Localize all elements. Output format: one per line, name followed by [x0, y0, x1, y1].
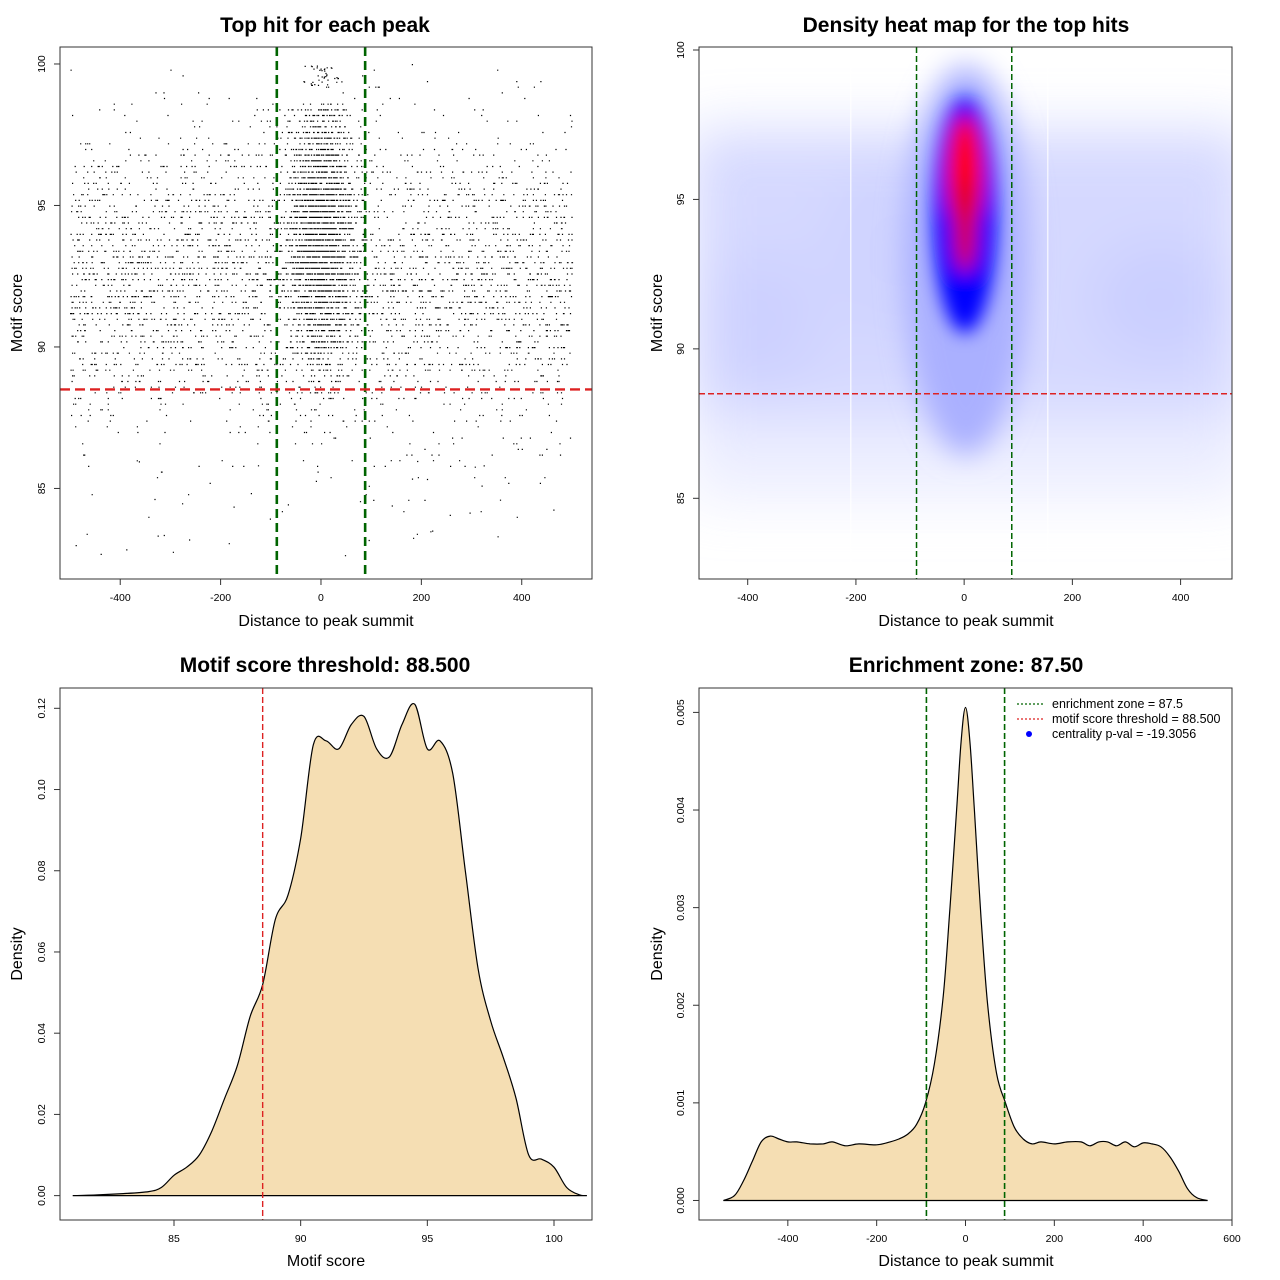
x-tick-label: 0	[318, 592, 324, 604]
x-tick-label: 100	[545, 1233, 563, 1245]
x-tick-label: 95	[421, 1233, 433, 1245]
y-tick-label: 0.005	[675, 699, 687, 725]
y-tick-label: 95	[36, 199, 48, 211]
y-tick-label: 90	[36, 341, 48, 353]
y-tick-label: 0.04	[36, 1023, 48, 1044]
heatmap-ylabel: Motif score	[649, 274, 666, 352]
x-tick-label: -400	[110, 592, 131, 604]
y-tick-label: 0.000	[675, 1187, 687, 1213]
distance-density-title: Enrichment zone: 87.50	[849, 654, 1084, 677]
scatter-xlabel: Distance to peak summit	[238, 613, 414, 630]
distance-density-xlabel: Distance to peak summit	[878, 1253, 1054, 1270]
y-tick-label: 0.02	[36, 1104, 48, 1125]
y-tick-label: 100	[675, 41, 687, 59]
y-tick-label: 0.001	[675, 1090, 687, 1116]
y-tick-label: 0.003	[675, 894, 687, 920]
heatmap-plot-box	[698, 46, 1233, 580]
x-tick-label: 400	[1172, 592, 1190, 604]
legend: enrichment zone = 87.5 motif score thres…	[1017, 697, 1221, 741]
distance-density-ylabel: Density	[649, 927, 666, 980]
x-tick-label: 200	[413, 592, 431, 604]
scatter-plot-box	[59, 46, 593, 580]
y-tick-label: 85	[36, 482, 48, 494]
heatmap-field	[699, 47, 1232, 579]
legend-swatch-pval	[1026, 731, 1032, 737]
y-tick-label: 100	[36, 55, 48, 73]
legend-label-threshold: motif score threshold = 88.500	[1052, 712, 1221, 726]
y-tick-label: 0.10	[36, 779, 48, 800]
scatter-ylabel: Motif score	[9, 274, 26, 352]
y-tick-label: 0.12	[36, 698, 48, 719]
x-tick-label: 0	[961, 592, 967, 604]
x-tick-label: 600	[1223, 1233, 1241, 1245]
distance-density-area	[723, 706, 1208, 1202]
y-tick-label: 95	[675, 193, 687, 205]
x-tick-label: -200	[866, 1233, 887, 1245]
y-tick-label: 0.06	[36, 942, 48, 963]
y-tick-label: 0.00	[36, 1185, 48, 1206]
x-tick-label: 400	[513, 592, 531, 604]
scatter-points	[70, 64, 574, 557]
x-tick-label: 0	[963, 1233, 969, 1245]
panel-score-density: Motif score threshold: 88.500 85 90 95 100 …	[9, 654, 593, 1270]
x-tick-label: 200	[1064, 592, 1082, 604]
score-density-xlabel: Motif score	[287, 1253, 365, 1270]
heatmap-xlabel: Distance to peak summit	[878, 613, 1054, 630]
y-tick-label: 85	[675, 492, 687, 504]
score-density-area	[72, 702, 587, 1197]
score-density-title: Motif score threshold: 88.500	[180, 654, 471, 677]
legend-label-enrichment: enrichment zone = 87.5	[1052, 697, 1183, 711]
x-tick-label: 90	[295, 1233, 307, 1245]
legend-label-pval: centrality p-val = -19.3056	[1052, 727, 1196, 741]
scatter-point-cloud	[70, 64, 574, 557]
y-tick-label: 0.004	[675, 797, 687, 823]
score-density-ylabel: Density	[9, 927, 26, 980]
score-density-plot-box	[59, 687, 593, 1221]
panel-scatter: Top hit for each peak -400 -200 0 200 400 85…	[9, 14, 593, 630]
scatter-title: Top hit for each peak	[220, 14, 430, 37]
y-tick-label: 0.002	[675, 992, 687, 1018]
y-tick-label: 90	[675, 343, 687, 355]
panel-distance-density: Enrichment zone: 87.50 -400 -200 0 200 400 60…	[649, 654, 1241, 1270]
x-tick-label: 200	[1046, 1233, 1064, 1245]
heatmap-title: Density heat map for the top hits	[803, 14, 1130, 37]
x-tick-label: -400	[737, 592, 758, 604]
panel-heatmap: Density heat map for the top hits	[649, 14, 1233, 630]
x-tick-label: 400	[1134, 1233, 1152, 1245]
y-tick-label: 0.08	[36, 860, 48, 881]
x-tick-label: -400	[777, 1233, 798, 1245]
x-tick-label: -200	[845, 592, 866, 604]
x-tick-label: -200	[210, 592, 231, 604]
x-tick-label: 85	[168, 1233, 180, 1245]
